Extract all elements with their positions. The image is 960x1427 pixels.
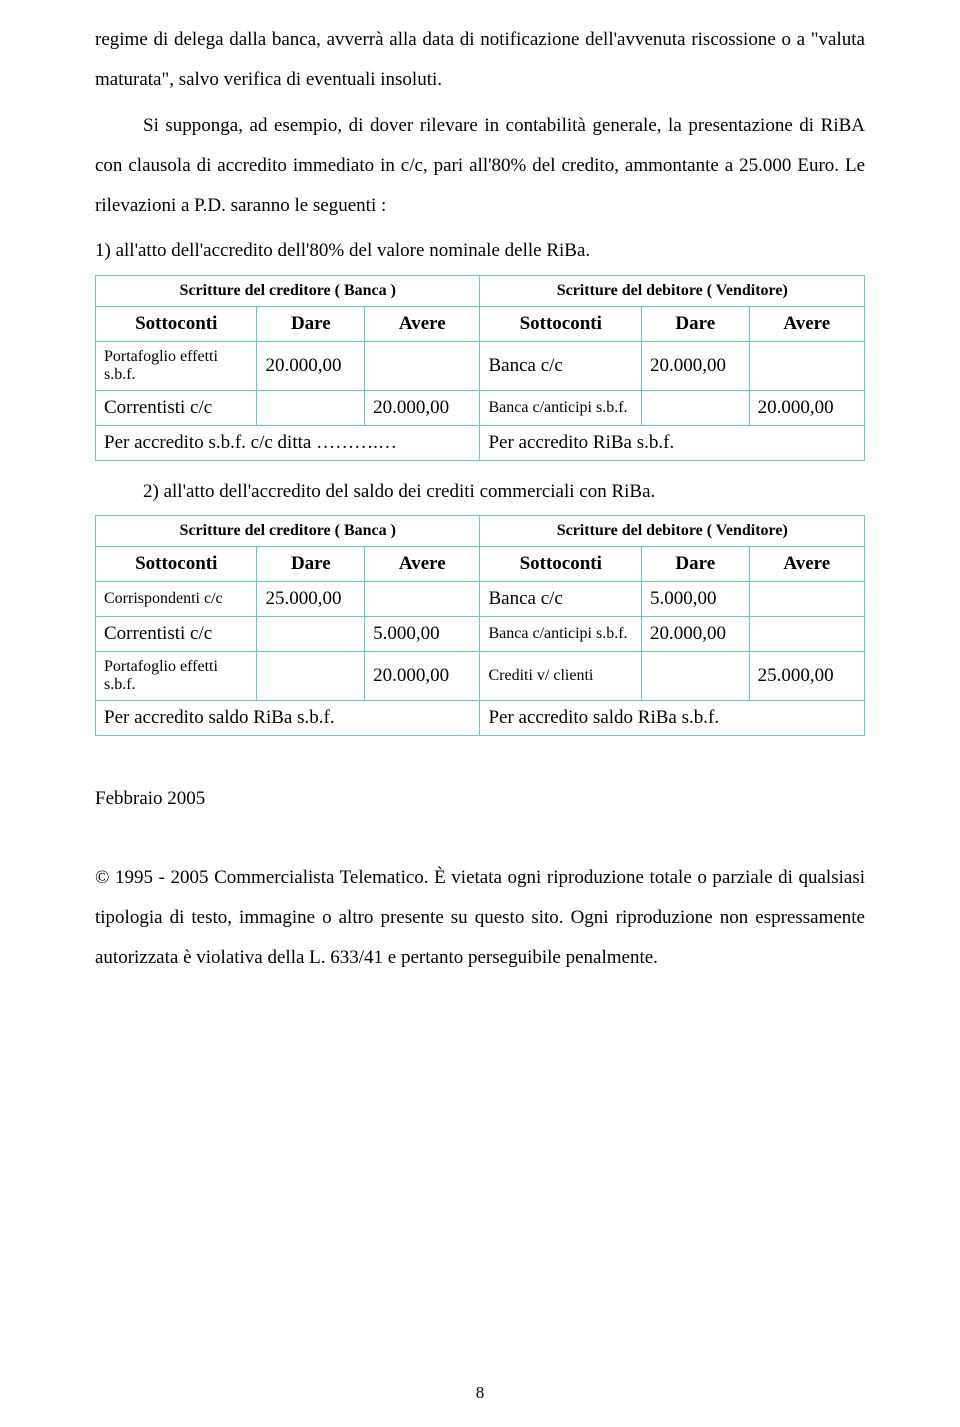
cell-dare: 20.000,00 [257, 342, 365, 391]
list-item-2: 2) all'atto dell'accredito del saldo dei… [143, 481, 865, 503]
list-item-1: 1) all'atto dell'accredito dell'80% del … [95, 231, 865, 271]
copyright-paragraph: © 1995 - 2005 Commercialista Telematico.… [95, 858, 865, 978]
cell-avere: 5.000,00 [365, 617, 480, 652]
table-row: Portafoglio effetti s.b.f. 20.000,00 Ban… [96, 342, 865, 391]
cell-dare: 25.000,00 [257, 582, 365, 617]
cell-avere: 20.000,00 [365, 652, 480, 701]
cell-avere [749, 342, 864, 391]
table-row: Portafoglio effetti s.b.f. 20.000,00 Cre… [96, 652, 865, 701]
accounting-table-1: Scritture del creditore ( Banca ) Scritt… [95, 275, 865, 461]
cell-label: Correntisti c/c [96, 617, 257, 652]
paragraph-1: regime di delega dalla banca, avverrà al… [95, 20, 865, 100]
cell-label: Portafoglio effetti s.b.f. [96, 342, 257, 391]
page-number: 8 [0, 1383, 960, 1403]
cell-label: Portafoglio effetti s.b.f. [96, 652, 257, 701]
cell-dare [257, 391, 365, 426]
col-avere-right: Avere [749, 307, 864, 342]
accounting-table-2: Scritture del creditore ( Banca ) Scritt… [95, 515, 865, 736]
col-dare-left: Dare [257, 307, 365, 342]
cell-dare [641, 391, 749, 426]
table-subheader-row: Sottoconti Dare Avere Sottoconti Dare Av… [96, 547, 865, 582]
table-header-row: Scritture del creditore ( Banca ) Scritt… [96, 516, 865, 547]
col-sottoconti-right: Sottoconti [480, 547, 641, 582]
cell-avere: 25.000,00 [749, 652, 864, 701]
col-sottoconti-left: Sottoconti [96, 307, 257, 342]
col-avere-right: Avere [749, 547, 864, 582]
cell-label: Correntisti c/c [96, 391, 257, 426]
col-sottoconti-left: Sottoconti [96, 547, 257, 582]
cell-dare [257, 652, 365, 701]
creditor-header: Scritture del creditore ( Banca ) [96, 276, 480, 307]
col-dare-left: Dare [257, 547, 365, 582]
table-row: Correntisti c/c 5.000,00 Banca c/anticip… [96, 617, 865, 652]
col-sottoconti-right: Sottoconti [480, 307, 641, 342]
paragraph-2: Si supponga, ad esempio, di dover rileva… [95, 106, 865, 226]
cell-avere: 20.000,00 [749, 391, 864, 426]
cell-avere: 20.000,00 [365, 391, 480, 426]
cell-label: Corrispondenti c/c [96, 582, 257, 617]
table-footer-row: Per accredito s.b.f. c/c ditta ……….… Per… [96, 426, 865, 461]
cell-dare: 20.000,00 [641, 342, 749, 391]
footer-right: Per accredito saldo RiBa s.b.f. [480, 701, 865, 736]
cell-label: Banca c/c [480, 342, 641, 391]
cell-label: Banca c/anticipi s.b.f. [480, 617, 641, 652]
col-dare-right: Dare [641, 307, 749, 342]
cell-avere [365, 342, 480, 391]
cell-label: Banca c/anticipi s.b.f. [480, 391, 641, 426]
table-subheader-row: Sottoconti Dare Avere Sottoconti Dare Av… [96, 307, 865, 342]
document-page: regime di delega dalla banca, avverrà al… [0, 0, 960, 1427]
footer-left: Per accredito saldo RiBa s.b.f. [96, 701, 480, 736]
cell-label: Banca c/c [480, 582, 641, 617]
table-footer-row: Per accredito saldo RiBa s.b.f. Per accr… [96, 701, 865, 736]
col-avere-left: Avere [365, 307, 480, 342]
date-line: Febbraio 2005 [95, 788, 865, 810]
cell-dare: 5.000,00 [641, 582, 749, 617]
cell-dare: 20.000,00 [641, 617, 749, 652]
debtor-header: Scritture del debitore ( Venditore) [480, 516, 865, 547]
creditor-header: Scritture del creditore ( Banca ) [96, 516, 480, 547]
table-row: Corrispondenti c/c 25.000,00 Banca c/c 5… [96, 582, 865, 617]
table-row: Correntisti c/c 20.000,00 Banca c/antici… [96, 391, 865, 426]
footer-right: Per accredito RiBa s.b.f. [480, 426, 865, 461]
col-avere-left: Avere [365, 547, 480, 582]
cell-avere [749, 617, 864, 652]
table-header-row: Scritture del creditore ( Banca ) Scritt… [96, 276, 865, 307]
cell-avere [365, 582, 480, 617]
col-dare-right: Dare [641, 547, 749, 582]
debtor-header: Scritture del debitore ( Venditore) [480, 276, 865, 307]
cell-dare [641, 652, 749, 701]
footer-left: Per accredito s.b.f. c/c ditta ……….… [96, 426, 480, 461]
cell-avere [749, 582, 864, 617]
cell-dare [257, 617, 365, 652]
cell-label: Crediti v/ clienti [480, 652, 641, 701]
